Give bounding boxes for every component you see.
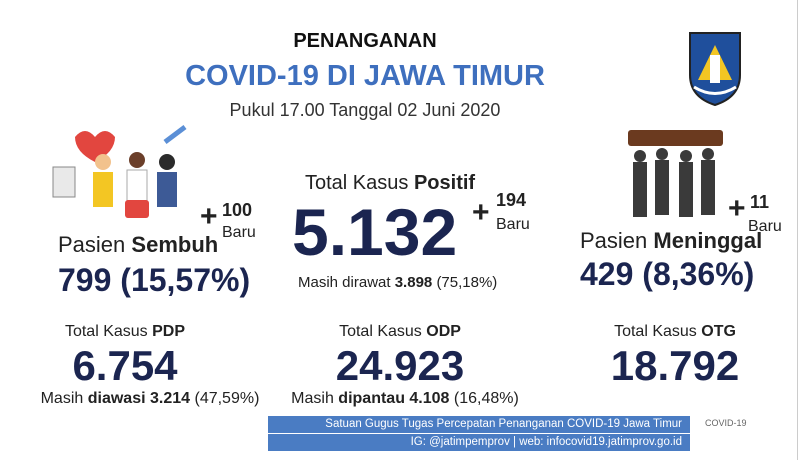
recovered-value: 799 (15,57%) — [58, 262, 251, 298]
footer-tag: COVID-19 — [705, 418, 747, 428]
otg-value: 18.792 — [610, 342, 740, 389]
deaths-new: 11 — [750, 192, 770, 212]
positive-new-unit: Baru — [496, 216, 530, 233]
positive-new: 194 — [496, 190, 527, 210]
positive-label: Total Kasus Positif — [305, 172, 475, 195]
pdp-value: 6.754 — [72, 342, 178, 389]
deaths-new-unit: Baru — [748, 218, 782, 235]
text-part: OTG — [701, 323, 736, 340]
text-part: Pasien — [58, 232, 126, 257]
text-part: (47,59%) — [194, 390, 260, 407]
positive-plus: + — [472, 196, 490, 229]
odp-note: Masih dipantau 4.108 (16,48%) — [260, 390, 550, 408]
deaths-label: Pasien Meninggal — [580, 228, 762, 254]
recovered-new-unit: Baru — [222, 224, 256, 241]
text-part: 3.898 — [394, 274, 433, 291]
recovered-plus: + — [200, 200, 218, 233]
text-part: PDP — [152, 323, 186, 340]
odp-label: Total Kasus ODP — [300, 323, 500, 341]
title: COVID-19 DI JAWA TIMUR — [185, 60, 545, 92]
page-edge — [797, 0, 798, 460]
positive-value: 5.132 — [292, 195, 458, 269]
footer-contact: IG: @jatimpemprov | web: infocovid19.jat… — [268, 434, 690, 451]
positive-note: Masih dirawat 3.898 (75,18%) — [298, 274, 497, 291]
text-part: Total Kasus — [64, 323, 148, 340]
recovered-label: Pasien Sembuh — [58, 232, 218, 258]
text-part: Total Kasus — [339, 323, 422, 340]
text-part: diawasi 3.214 — [87, 390, 191, 407]
subtitle: Pukul 17.00 Tanggal 02 Juni 2020 — [229, 100, 501, 120]
odp-value: 24.923 — [335, 342, 465, 389]
text-part: Total Kasus — [614, 323, 697, 340]
text-part: Masih — [291, 390, 334, 407]
deaths-plus: + — [728, 192, 746, 225]
text-part: Pasien — [580, 228, 648, 253]
text-part: ODP — [426, 323, 461, 340]
text-part: (75,18%) — [436, 274, 498, 291]
recovered-new: 100 — [222, 200, 253, 220]
footer-org: Satuan Gugus Tugas Percepatan Penanganan… — [268, 416, 690, 433]
pdp-note: Masih diawasi 3.214 (47,59%) — [20, 390, 280, 408]
text-part: Meninggal — [653, 228, 763, 253]
text-part: Masih — [40, 390, 84, 407]
logo — [689, 32, 741, 107]
pdp-label: Total Kasus PDP — [25, 323, 225, 341]
deaths-value: 429 (8,36%) — [580, 256, 755, 292]
text-part: Sembuh — [131, 232, 219, 257]
health-workers-illustration — [52, 125, 187, 218]
kicker: PENANGANAN — [293, 30, 437, 52]
text-part: Total Kasus — [305, 172, 409, 194]
text-part: dipantau 4.108 — [338, 390, 450, 407]
text-part: Masih dirawat — [298, 274, 391, 291]
otg-label: Total Kasus OTG — [575, 323, 775, 341]
funeral-illustration — [628, 130, 723, 217]
text-part: (16,48%) — [453, 390, 519, 407]
text-part: Positif — [413, 172, 476, 194]
